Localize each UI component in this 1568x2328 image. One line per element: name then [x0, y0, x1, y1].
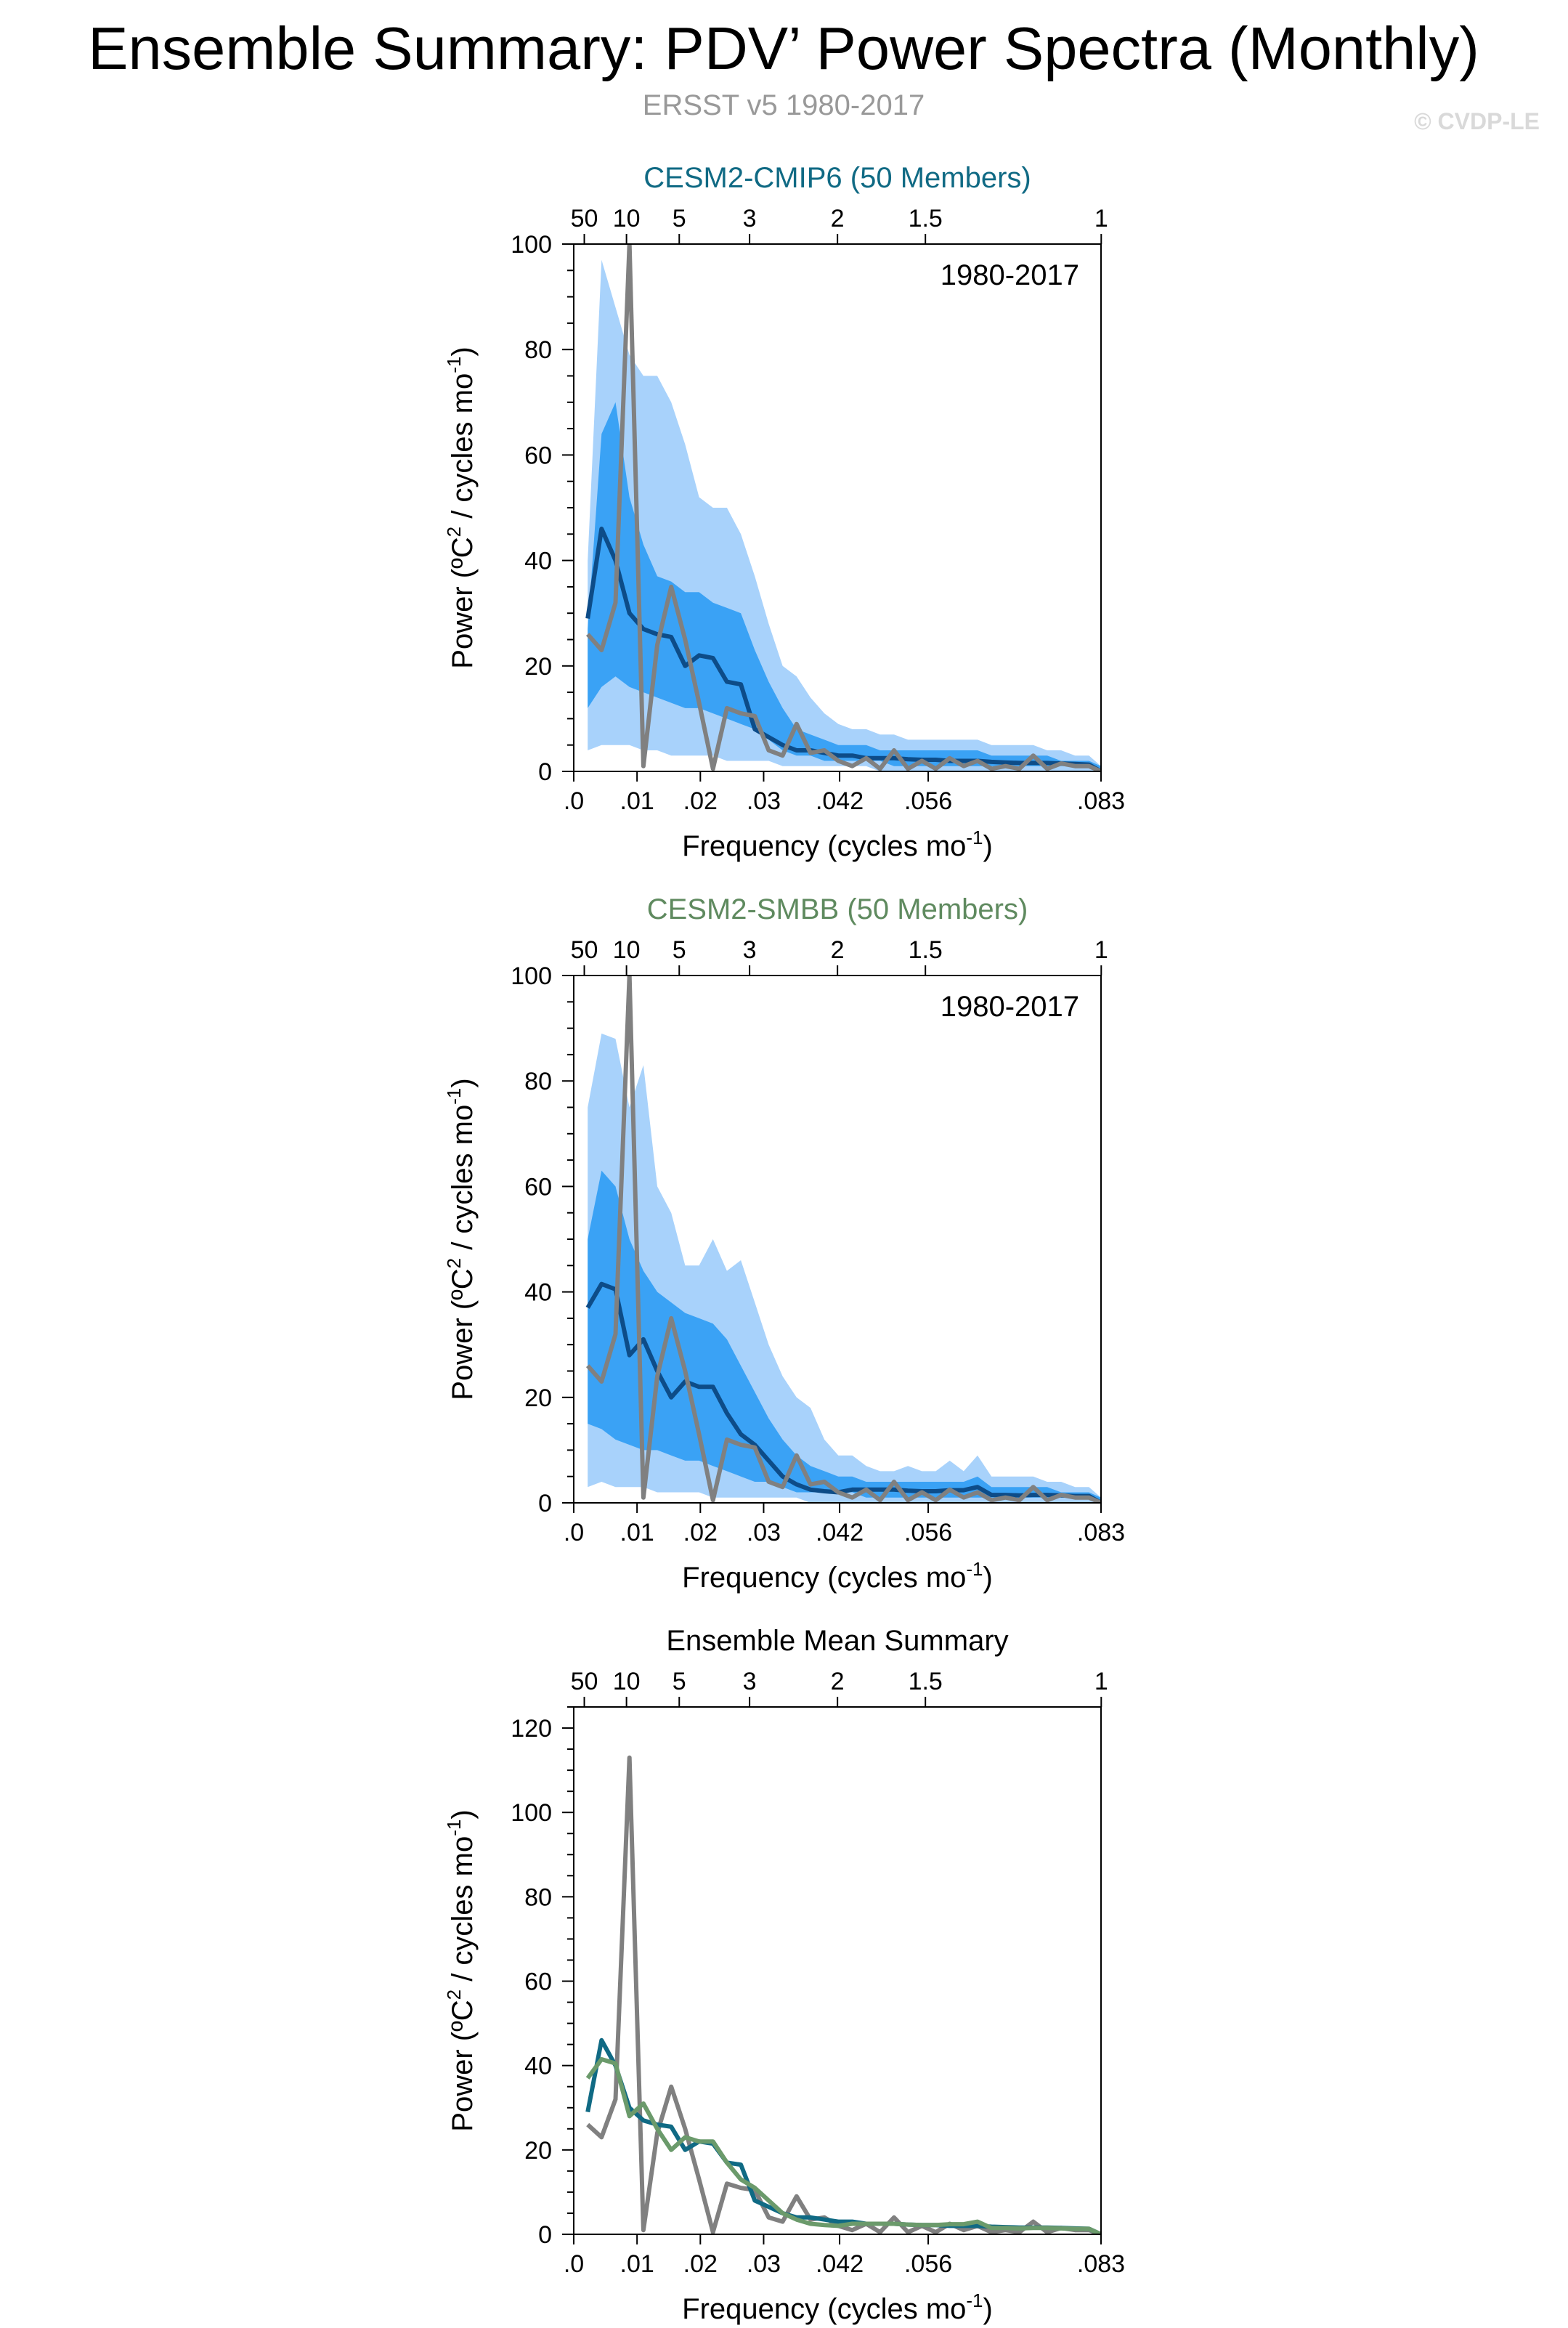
top-period-axis: 50 10 5 3 2 1.5 1	[571, 205, 1108, 244]
x-tick-label: .01	[620, 2250, 654, 2278]
top-period-label: 1.5	[909, 1668, 943, 1695]
spread-band-inner	[588, 1170, 1101, 1503]
y-tick-label: 120	[511, 1715, 552, 1743]
x-tick-label: .0	[564, 2250, 584, 2278]
plot-area	[585, 244, 1101, 771]
top-period-label: 2	[831, 936, 845, 964]
top-period-label: 1.5	[909, 936, 943, 964]
x-tick-label: .083	[1077, 2250, 1125, 2278]
top-period-label: 3	[743, 205, 757, 232]
plot-area	[585, 1755, 1101, 2234]
y-axis-label: Power (ºC2 / cycles mo-1)	[443, 1809, 479, 2131]
y-tick-label: 100	[511, 962, 552, 990]
spread-band-inner	[588, 402, 1101, 771]
x-tick-label: .03	[747, 1519, 781, 1546]
top-period-label: 5	[673, 936, 686, 964]
top-period-label: 5	[673, 205, 686, 232]
top-period-label: 2	[831, 1668, 845, 1695]
y-axis: 0 20 40 60 80 100 120	[511, 1706, 574, 2249]
top-period-axis: 50 10 5 3 2 1.5 1	[571, 1668, 1108, 1707]
period-label: 1980-2017	[941, 991, 1079, 1023]
x-axis-label: Frequency (cycles mo-1)	[682, 1558, 993, 1594]
series-line-obs	[585, 976, 1101, 1503]
x-tick-label: .042	[816, 787, 864, 815]
series-line-obs	[586, 1755, 1101, 2234]
y-tick-label: 0	[538, 758, 552, 786]
y-tick-label: 40	[524, 1279, 552, 1307]
y-tick-label: 0	[538, 2221, 552, 2249]
x-tick-label: .02	[683, 787, 718, 815]
y-tick-label: 20	[524, 1384, 552, 1412]
x-tick-label: .01	[620, 787, 654, 815]
top-period-label: 50	[571, 936, 598, 964]
panel-title: Ensemble Mean Summary	[666, 1625, 1008, 1657]
y-axis: 0 20 40 60 80 100	[511, 231, 574, 786]
top-period-label: 10	[613, 1668, 641, 1695]
top-period-axis: 50 10 5 3 2 1.5 1	[571, 936, 1108, 976]
top-period-label: 3	[743, 1668, 757, 1695]
x-tick-label: .0	[564, 787, 584, 815]
x-axis-label: Frequency (cycles mo-1)	[682, 827, 993, 862]
top-period-label: 10	[613, 205, 641, 232]
panel-title: CESM2-SMBB (50 Members)	[647, 893, 1028, 925]
top-period-label: 1	[1094, 1668, 1108, 1695]
y-tick-label: 100	[511, 231, 552, 259]
top-period-label: 50	[571, 1668, 598, 1695]
y-tick-label: 80	[524, 1883, 552, 1911]
x-axis: .0 .01 .02 .03 .042 .056 .083	[564, 771, 1125, 815]
series-line-mean	[585, 527, 1101, 771]
period-label: 1980-2017	[941, 259, 1079, 291]
y-tick-label: 80	[524, 336, 552, 364]
x-tick-label: .02	[683, 1519, 718, 1546]
panel-3: 020406080100120.0.01.02.03.042.056.08350…	[443, 1625, 1125, 2325]
y-tick-label: 100	[511, 1799, 552, 1827]
figure-subtitle: ERSST v5 1980-2017	[643, 89, 925, 121]
x-tick-label: .02	[683, 2250, 718, 2278]
y-tick-label: 40	[524, 2053, 552, 2080]
x-tick-label: .056	[904, 2250, 952, 2278]
x-axis: .0 .01 .02 .03 .042 .056 .083	[564, 1503, 1125, 1546]
plot-area	[585, 976, 1101, 1503]
y-tick-label: 60	[524, 1968, 552, 1996]
x-tick-label: .03	[747, 787, 781, 815]
watermark: © CVDP-LE	[1414, 108, 1540, 134]
y-axis: 0 20 40 60 80 100	[511, 962, 574, 1517]
x-tick-label: .042	[816, 2250, 864, 2278]
y-tick-label: 20	[524, 653, 552, 681]
y-tick-label: 60	[524, 442, 552, 469]
series-line-mean	[585, 1281, 1101, 1503]
x-tick-label: .083	[1077, 1519, 1125, 1546]
top-period-label: 1	[1094, 205, 1108, 232]
x-tick-label: .01	[620, 1519, 654, 1546]
series-line-smbb	[585, 2057, 1101, 2234]
x-tick-label: .056	[904, 1519, 952, 1546]
x-tick-label: .0	[564, 1519, 584, 1546]
x-tick-label: .042	[816, 1519, 864, 1546]
y-axis-label: Power (ºC2 / cycles mo-1)	[443, 1078, 479, 1400]
top-period-label: 2	[831, 205, 845, 232]
y-tick-label: 20	[524, 2137, 552, 2165]
y-axis-label: Power (ºC2 / cycles mo-1)	[443, 346, 479, 668]
y-tick-label: 80	[524, 1068, 552, 1095]
top-period-label: 3	[743, 936, 757, 964]
x-tick-label: .03	[747, 2250, 781, 2278]
top-period-label: 1	[1094, 936, 1108, 964]
y-tick-label: 40	[524, 548, 552, 575]
x-axis: .0 .01 .02 .03 .042 .056 .083	[564, 2234, 1125, 2278]
x-tick-label: .083	[1077, 787, 1125, 815]
y-tick-label: 0	[538, 1490, 552, 1517]
top-period-label: 50	[571, 205, 598, 232]
figure-title: Ensemble Summary: PDV’ Power Spectra (Mo…	[88, 15, 1479, 82]
top-period-label: 10	[613, 936, 641, 964]
top-period-label: 1.5	[909, 205, 943, 232]
x-axis-label: Frequency (cycles mo-1)	[682, 2290, 993, 2325]
y-tick-label: 60	[524, 1173, 552, 1201]
series-line-obs	[585, 244, 1101, 771]
panel-title: CESM2-CMIP6 (50 Members)	[643, 162, 1031, 194]
x-tick-label: .056	[904, 787, 952, 815]
top-period-label: 5	[673, 1668, 686, 1695]
